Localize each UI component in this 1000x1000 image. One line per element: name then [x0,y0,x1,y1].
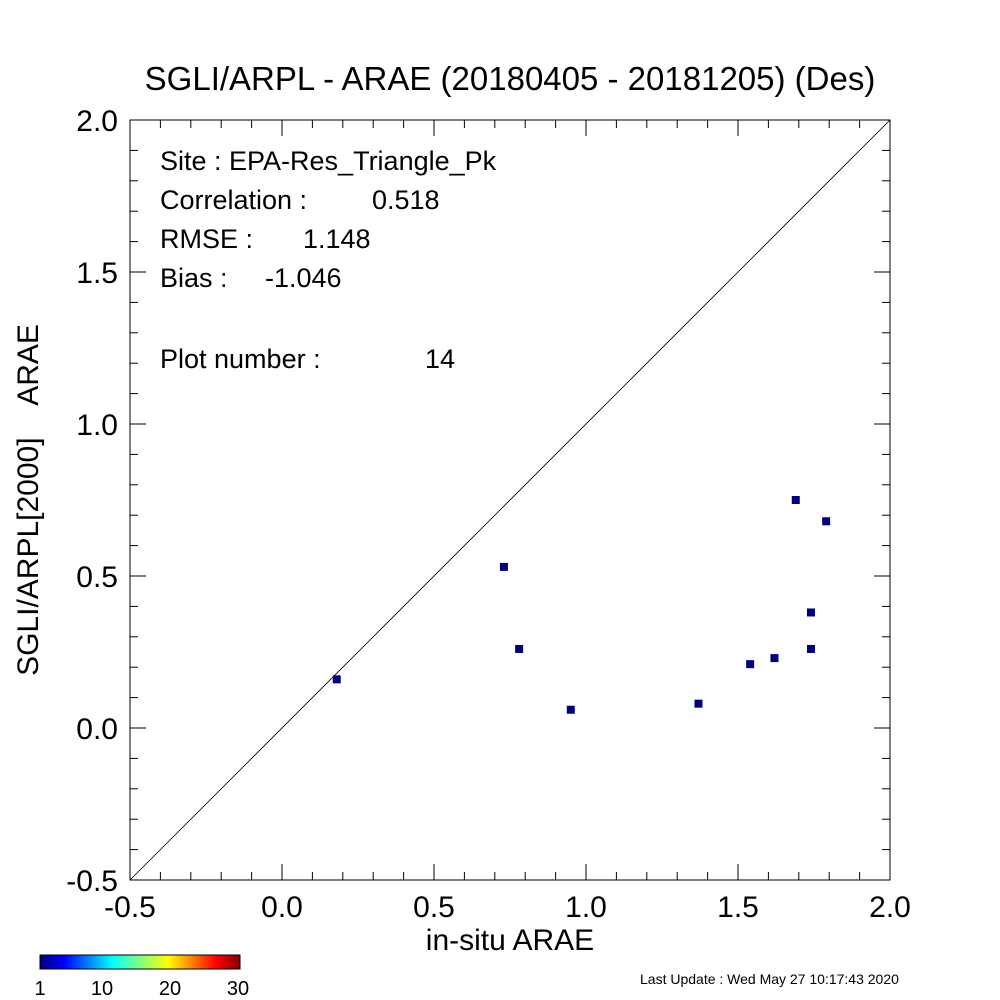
data-point [746,660,755,669]
rmse-label: RMSE : [160,224,253,254]
x-tick-label: 0.5 [413,891,455,924]
plot-frame [129,119,891,881]
y-axis-label: SGLI/ARPL[2000] ARAE [12,324,45,676]
data-point [791,496,800,504]
y-tick-label: 1.5 [76,257,118,290]
data-point [499,562,508,571]
colorbar [39,954,241,970]
colorbar-label-10: 10 [91,978,113,1000]
axis-ticks [129,119,891,881]
x-tick-label: 0.0 [261,891,303,924]
data-point [806,644,815,653]
data-point [806,608,815,617]
data-point [566,705,575,714]
data-point [515,644,524,653]
plot-number-value: 14 [425,344,455,374]
x-tick-label: 2.0 [869,891,911,924]
data-points [332,496,831,714]
data-point [332,675,341,684]
data-point [822,517,831,526]
rmse-value: 1.148 [303,224,371,254]
x-tick-label: 1.0 [565,891,607,924]
colorbar-label-20: 20 [159,978,181,1000]
y-tick-label: 0.0 [76,713,118,746]
y-tick-label: -0.5 [66,865,118,898]
chart-title: SGLI/ARPL - ARAE (20180405 - 20181205) (… [145,60,876,97]
colorbar-label-1: 1 [34,978,45,1000]
x-axis-label: in-situ ARAE [426,924,594,957]
colorbar-label-30: 30 [227,978,249,1000]
bias-value: -1.046 [265,263,342,293]
y-tick-label: 0.5 [76,561,118,594]
y-tick-label: 1.0 [76,409,118,442]
data-point [770,654,779,663]
correlation-label: Correlation : [160,185,307,215]
x-tick-label: 1.5 [717,891,759,924]
bias-label: Bias : [160,263,228,293]
x-tick-label: -0.5 [104,891,156,924]
data-point [694,699,703,708]
last-update-text: Last Update : Wed May 27 10:17:43 2020 [640,971,899,987]
one-to-one-line [129,119,891,881]
correlation-value: 0.518 [372,185,440,215]
tick-labels: -0.5 0.0 0.5 1.0 1.5 2.0 -0.5 0.0 0.5 1.0 1.5 2.0 [66,105,911,924]
site-text: Site : EPA-Res_Triangle_Pk [160,146,497,176]
plot-number-label: Plot number : [160,344,321,374]
y-tick-label: 2.0 [76,105,118,138]
